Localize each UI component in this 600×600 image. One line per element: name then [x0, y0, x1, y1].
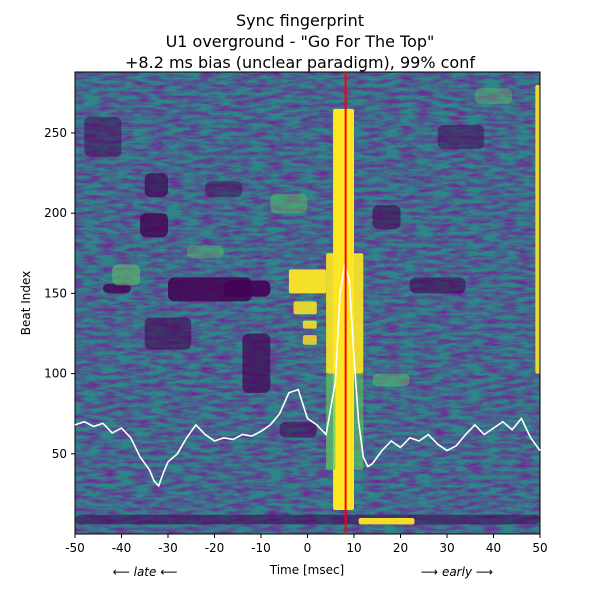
x-tick-label: 50	[532, 541, 547, 555]
x-tick-label: -30	[158, 541, 178, 555]
heatmap-cells	[75, 84, 540, 525]
chart-title-line-1: Sync fingerprint	[236, 11, 364, 30]
heatmap-cell	[302, 320, 317, 329]
heatmap-cell	[279, 421, 317, 438]
heatmap-cell	[223, 280, 271, 297]
x-tick-label: 10	[346, 541, 361, 555]
heatmap-cell	[112, 264, 141, 286]
heatmap-cell	[535, 84, 540, 374]
heatmap-cell	[293, 301, 317, 315]
heatmap-cell	[144, 173, 168, 198]
y-tick-label: 200	[44, 206, 67, 220]
x-tick-label: -10	[251, 541, 271, 555]
heatmap-cell	[186, 245, 224, 259]
y-tick-label: 100	[44, 367, 67, 381]
heatmap-cell	[474, 88, 513, 105]
chart-title-line-2: U1 overground - "Go For The Top"	[166, 32, 435, 51]
heatmap-cell	[372, 373, 410, 387]
heatmap-cell	[84, 116, 122, 158]
x-axis-ticks: -50 -40 -30 -20 -10 0 10 20 30 40 50	[65, 534, 548, 555]
timing-histogram-line	[74, 264, 541, 488]
heatmap-cell	[288, 269, 327, 294]
y-axis-ticks: 50 100 150 200 250	[44, 126, 75, 461]
x-tick-label: 30	[439, 541, 454, 555]
x-tick-label: 40	[486, 541, 501, 555]
heatmap-cell	[242, 333, 271, 393]
heatmap-cell	[144, 317, 192, 350]
heatmap-cell	[270, 193, 308, 214]
chart-title-line-3: +8.2 ms bias (unclear paradigm), 99% con…	[125, 53, 475, 72]
y-tick-label: 150	[44, 286, 67, 300]
heatmap-cell	[75, 514, 540, 525]
y-axis-label: Beat Index	[19, 271, 33, 336]
heatmap-cell	[102, 283, 131, 294]
x-tick-label: 0	[304, 541, 312, 555]
x-tick-label: 20	[393, 541, 408, 555]
heatmap-cell	[205, 181, 243, 198]
heatmap-cell	[302, 335, 317, 345]
heatmap-cell	[372, 205, 401, 230]
heatmap-cell	[140, 213, 168, 238]
x-tick-label: -50	[65, 541, 85, 555]
heatmap-area	[75, 72, 540, 534]
heatmap-cell	[409, 277, 466, 294]
x-axis-label: Time [msec]	[269, 563, 344, 577]
x-direction-late-label: ⟵ late ⟵	[113, 565, 178, 579]
heatmap-cell	[437, 124, 485, 149]
x-tick-label: -20	[205, 541, 225, 555]
x-tick-label: -40	[112, 541, 132, 555]
y-tick-label: 250	[44, 126, 67, 140]
heatmap-cell	[358, 517, 415, 525]
y-tick-label: 50	[52, 447, 67, 461]
x-direction-early-label: ⟶ early ⟶	[421, 565, 493, 579]
